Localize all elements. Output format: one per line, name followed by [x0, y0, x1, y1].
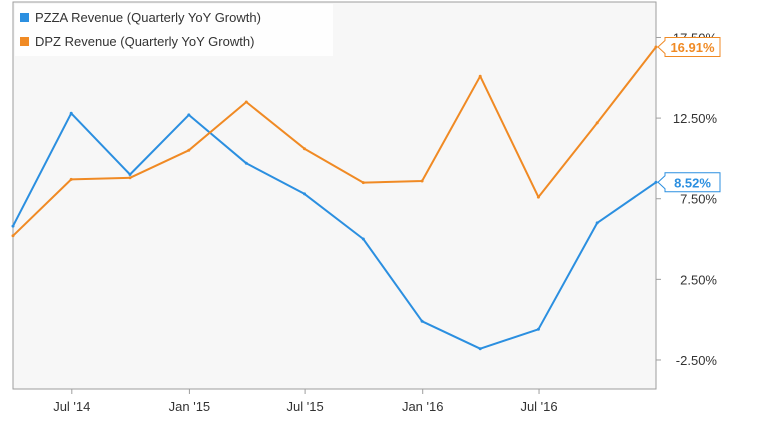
plot-area	[12, 1, 657, 390]
legend-swatch-dpz	[20, 37, 29, 46]
end-label-value: 8.52%	[674, 175, 711, 190]
y-tick-label: 7.50%	[680, 192, 717, 207]
data-point-pzza	[420, 319, 424, 323]
y-tick-label: -2.50%	[676, 353, 718, 368]
legend-item-pzza[interactable]: PZZA Revenue (Quarterly YoY Growth)	[20, 10, 261, 25]
data-point-dpz	[536, 195, 540, 199]
data-point-pzza	[536, 327, 540, 331]
data-point-pzza	[478, 347, 482, 351]
data-point-pzza	[244, 161, 248, 165]
data-point-pzza	[361, 237, 365, 241]
series-line-pzza	[12, 112, 657, 350]
legend-item-dpz[interactable]: DPZ Revenue (Quarterly YoY Growth)	[20, 34, 254, 49]
data-point-dpz	[303, 147, 306, 151]
data-point-pzza	[654, 180, 658, 184]
end-labels: 8.52% 16.91%	[657, 36, 721, 193]
x-tick-label: Jan '15	[169, 399, 211, 414]
data-point-dpz	[128, 176, 132, 180]
x-axis: Jul '14 Jan '15 Jul '15 Jan '16 Jul '16	[53, 389, 558, 414]
end-label-pzza: 8.52%	[657, 172, 721, 193]
data-point-pzza	[128, 173, 132, 176]
legend-swatch-pzza	[20, 13, 29, 22]
end-label-dpz: 16.91%	[657, 36, 721, 57]
data-point-dpz	[69, 177, 73, 181]
x-tick-label: Jul '16	[520, 399, 557, 414]
legend-background	[15, 4, 333, 56]
legend-label-pzza: PZZA Revenue (Quarterly YoY Growth)	[35, 10, 261, 25]
data-point-pzza	[303, 192, 306, 196]
data-point-pzza	[69, 111, 73, 115]
data-point-dpz	[595, 121, 599, 125]
x-tick-label: Jul '14	[53, 399, 90, 414]
x-tick-label: Jan '16	[402, 399, 444, 414]
data-point-pzza	[595, 221, 599, 225]
data-point-dpz	[11, 234, 15, 238]
y-tick-label: 12.50%	[673, 111, 718, 126]
data-point-dpz	[187, 148, 191, 152]
legend: PZZA Revenue (Quarterly YoY Growth) DPZ …	[15, 4, 333, 56]
data-point-dpz	[420, 179, 424, 183]
data-point-dpz	[654, 45, 658, 49]
data-point-pzza	[187, 113, 191, 117]
end-label-box	[657, 172, 721, 193]
data-point-dpz	[478, 74, 482, 78]
end-label-value: 16.91%	[670, 40, 715, 55]
data-point-pzza	[11, 224, 15, 228]
legend-label-dpz: DPZ Revenue (Quarterly YoY Growth)	[35, 34, 254, 49]
data-point-dpz	[361, 181, 365, 185]
y-axis: 17.50%12.50%7.50%2.50%-2.50%	[656, 30, 717, 368]
end-label-box	[657, 36, 721, 57]
series-line-dpz	[12, 46, 657, 237]
y-tick-label: 2.50%	[680, 272, 717, 287]
data-point-dpz	[244, 100, 248, 104]
x-tick-label: Jul '15	[287, 399, 324, 414]
series-layer	[11, 45, 658, 351]
